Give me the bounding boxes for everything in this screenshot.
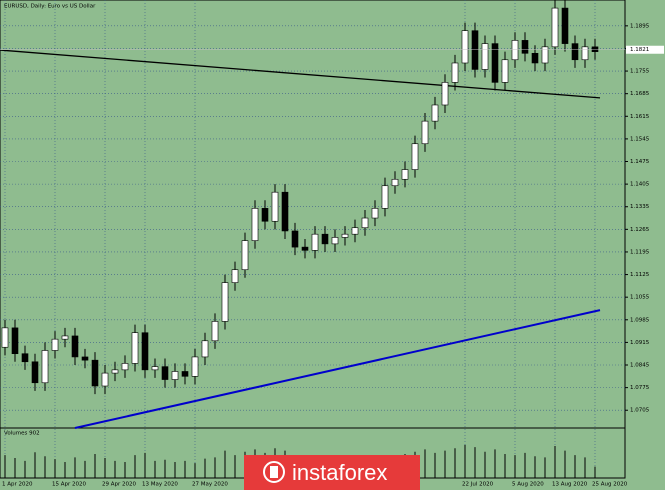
candle-body	[231, 269, 239, 283]
x-tick-label: 13 Aug 2020	[552, 482, 588, 488]
x-tick-label: 22 Jul 2020	[462, 482, 494, 488]
candle-body	[301, 246, 309, 251]
watermark-text: instaforex	[292, 460, 387, 485]
y-tick-label: 1.0705	[630, 408, 650, 414]
watermark: instaforex	[244, 455, 420, 490]
candle-body	[281, 191, 289, 232]
candle-body	[331, 237, 339, 245]
y-tick-label: 1.0985	[630, 317, 650, 323]
candle-body	[71, 335, 79, 358]
candle-body	[31, 361, 39, 384]
candle-body	[411, 143, 419, 170]
candle-body	[101, 372, 109, 387]
volume-label: Volumes 902	[4, 431, 40, 437]
candle-body	[51, 338, 59, 351]
candle-body	[351, 227, 359, 235]
candle-body	[481, 43, 489, 70]
candle-body	[521, 40, 529, 54]
y-tick-label: 1.1265	[630, 227, 650, 233]
x-tick-label: 5 Aug 2020	[512, 482, 544, 488]
candle-body	[191, 356, 199, 377]
trendline	[74, 309, 601, 429]
y-tick-label: 1.0915	[630, 340, 650, 346]
candle-body	[181, 371, 189, 377]
candle-body	[171, 371, 179, 380]
chart-title: EURUSD, Daily: Euro vs US Dollar	[4, 4, 96, 10]
watermark-logo	[263, 461, 285, 483]
candle-body	[321, 233, 329, 245]
candle-body	[141, 332, 149, 371]
candle-body	[371, 208, 379, 219]
candle-body	[491, 43, 499, 83]
y-tick-label: 1.1615	[630, 114, 650, 120]
candle-body	[551, 7, 559, 48]
candle-body	[341, 233, 349, 238]
x-tick-label: 29 Apr 2020	[102, 482, 137, 488]
candle-body	[361, 217, 369, 229]
candle-body	[261, 208, 269, 222]
x-tick-label: 15 Apr 2020	[52, 482, 87, 488]
y-tick-label: 1.1405	[630, 182, 650, 188]
candle-body	[211, 321, 219, 342]
y-tick-label: 1.1545	[630, 136, 650, 142]
candle-body	[381, 185, 389, 209]
candle-body	[591, 46, 599, 52]
x-tick-label: 1 Apr 2020	[2, 482, 33, 488]
candle-body	[511, 40, 519, 61]
y-tick-label: 1.1755	[630, 69, 650, 75]
candle-body	[451, 62, 459, 83]
candle-body	[121, 363, 129, 371]
candle-body	[61, 335, 69, 340]
x-tick-label: 25 Aug 2020	[592, 482, 628, 488]
candle-body	[311, 233, 319, 251]
candle-body	[401, 169, 409, 180]
candle-body	[221, 282, 229, 322]
candle-body	[561, 7, 569, 44]
candle-body	[151, 366, 159, 371]
candle-body	[91, 359, 99, 387]
y-tick-label: 1.1055	[630, 295, 650, 301]
candle-body	[581, 46, 589, 61]
y-tick-label: 1.1125	[630, 272, 650, 278]
candle-body	[21, 353, 29, 363]
candle-body	[541, 46, 549, 64]
y-tick-label: 1.0845	[630, 363, 650, 369]
candle-body	[471, 30, 479, 70]
y-tick-label: 1.1685	[630, 91, 650, 97]
candle-body	[531, 52, 539, 64]
x-tick-label: 13 May 2020	[142, 482, 178, 488]
candle-body	[421, 120, 429, 145]
y-tick-label: 1.1335	[630, 204, 650, 210]
candle-body	[501, 59, 509, 83]
x-tick-label: 27 May 2020	[192, 482, 228, 488]
candle-body	[241, 240, 249, 271]
y-tick-label: 1.1895	[630, 23, 650, 29]
last-price-box	[626, 45, 664, 54]
y-tick-label: 1.1195	[630, 249, 650, 255]
candle-body	[251, 208, 259, 241]
candle-body	[461, 30, 469, 64]
last-price-label: 1.1821	[630, 47, 649, 53]
y-tick-label: 1.0775	[630, 385, 650, 391]
candle-body	[271, 191, 279, 222]
candle-body	[291, 230, 299, 248]
candle-body	[131, 332, 139, 364]
candle-body	[11, 327, 19, 355]
candle-body	[81, 356, 89, 361]
candle-body	[571, 43, 579, 61]
candle-body	[431, 104, 439, 122]
candle-body	[1, 327, 9, 348]
candle-body	[391, 178, 399, 187]
candle-body	[41, 350, 49, 384]
trendline	[0, 49, 601, 99]
candle-body	[111, 369, 119, 374]
y-tick-label: 1.1475	[630, 159, 650, 165]
candle-body	[201, 340, 209, 358]
candle-body	[161, 366, 169, 380]
candle-body	[441, 82, 449, 106]
